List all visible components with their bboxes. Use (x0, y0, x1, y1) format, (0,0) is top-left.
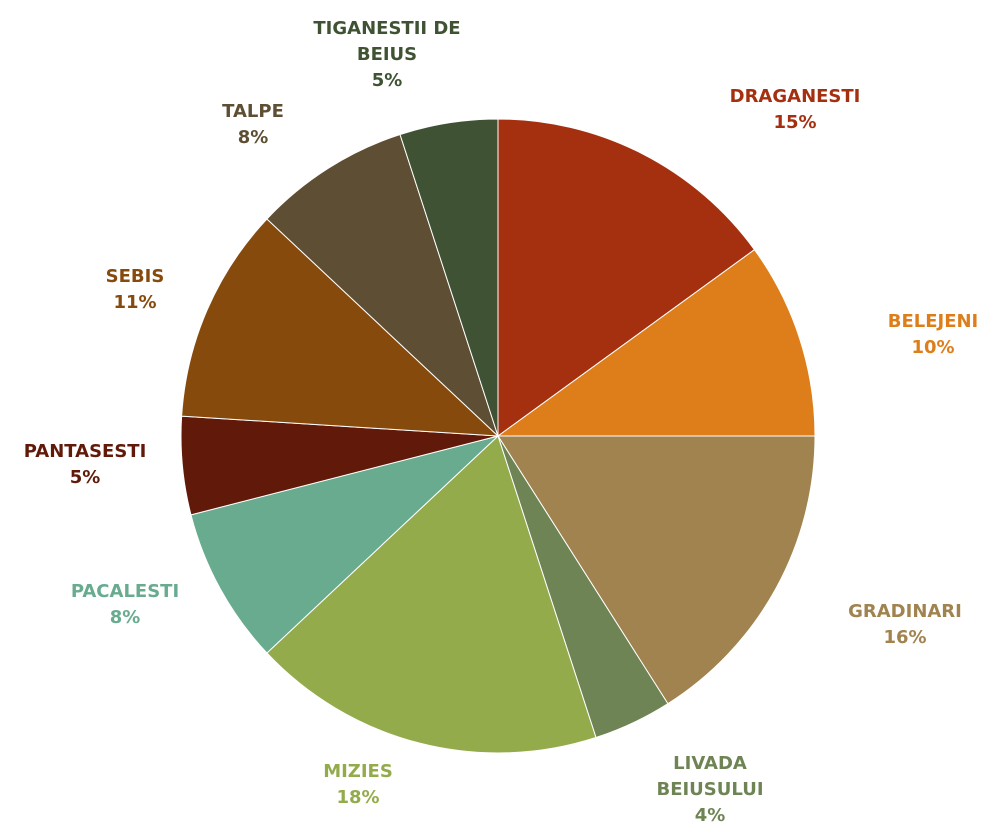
percent-label: 10% (911, 337, 955, 358)
pie-slice (266, 435, 597, 754)
data-label: LIVADA BEIUSULUI 4% (635, 751, 785, 829)
category-label: PACALESTI (70, 581, 180, 602)
category-label: DRAGANESTI (729, 86, 861, 107)
data-label: PACALESTI 8% (45, 579, 205, 631)
data-label: MIZIES 18% (298, 759, 418, 811)
percent-label: 15% (773, 112, 817, 133)
pie-slice (497, 118, 756, 437)
percent-label: 8% (237, 127, 269, 148)
data-label: SEBIS 11% (75, 264, 195, 316)
category-label: BELEJENI (887, 311, 979, 332)
percent-label: 8% (109, 607, 141, 628)
category-label: TALPE (222, 101, 284, 122)
pie-slice (190, 435, 499, 654)
data-label: TALPE 8% (193, 99, 313, 151)
percent-label: 16% (883, 627, 927, 648)
category-label: GRADINARI (848, 601, 962, 622)
percent-label: 5% (69, 467, 101, 488)
pie-slice (181, 218, 500, 437)
percent-label: 5% (371, 70, 403, 91)
percent-label: 11% (113, 292, 157, 313)
category-label: MIZIES (323, 761, 393, 782)
data-label: TIGANESTII DE BEIUS 5% (292, 16, 482, 94)
category-label: SEBIS (105, 266, 165, 287)
pie-slice (496, 248, 816, 437)
pie-slice (399, 118, 499, 437)
percent-label: 18% (336, 787, 380, 808)
data-label: GRADINARI 16% (825, 599, 985, 651)
data-label: DRAGANESTI 15% (705, 84, 885, 136)
data-label: PANTASESTI 5% (0, 439, 170, 491)
pie-slice (266, 133, 499, 437)
category-label: PANTASESTI (23, 441, 147, 462)
data-label: BELEJENI 10% (863, 309, 997, 361)
pie-slice (497, 435, 816, 705)
percent-label: 4% (694, 805, 726, 826)
category-label: LIVADA BEIUSULUI (656, 753, 764, 800)
category-label: TIGANESTII DE BEIUS (313, 18, 461, 65)
